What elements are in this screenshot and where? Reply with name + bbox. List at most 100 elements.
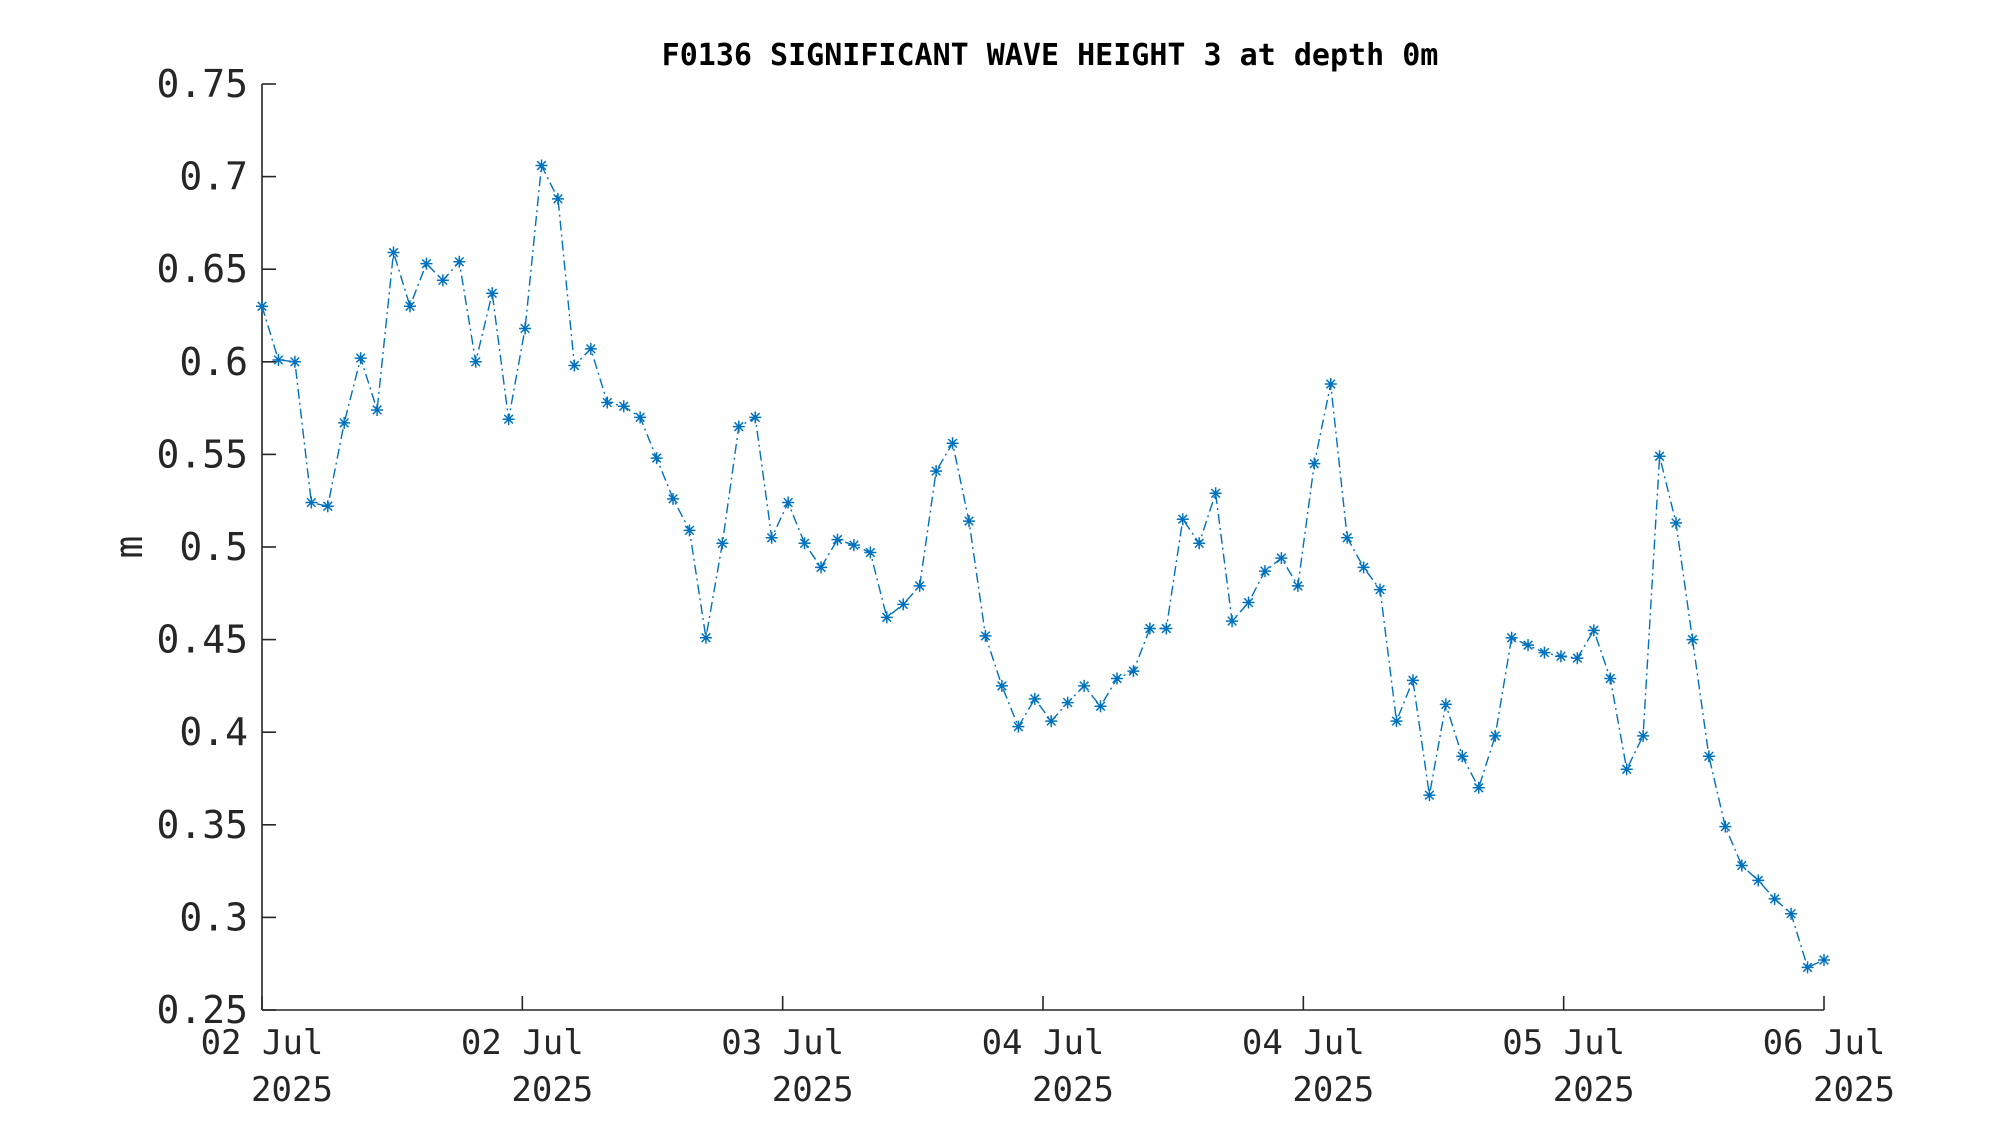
data-point-marker bbox=[1571, 652, 1584, 665]
data-point-marker bbox=[617, 400, 630, 413]
y-tick-label: 0.6 bbox=[179, 340, 248, 384]
data-point-marker bbox=[897, 598, 910, 611]
data-point-marker bbox=[1242, 596, 1255, 609]
data-point-marker bbox=[601, 396, 614, 409]
data-point-marker bbox=[946, 437, 959, 450]
data-point-marker bbox=[1193, 537, 1206, 550]
data-point-marker bbox=[453, 255, 466, 268]
data-point-marker bbox=[1308, 457, 1321, 470]
data-point-marker bbox=[1374, 583, 1387, 596]
data-point-marker bbox=[1637, 729, 1650, 742]
data-point-marker bbox=[1110, 672, 1123, 685]
data-point-marker bbox=[535, 159, 548, 172]
x-tick-label-date: 05 Jul bbox=[1502, 1023, 1625, 1063]
data-point-marker bbox=[930, 465, 943, 478]
y-tick-label: 0.7 bbox=[179, 155, 248, 199]
data-point-marker bbox=[782, 496, 795, 509]
data-point-marker bbox=[486, 287, 499, 300]
data-point-marker bbox=[584, 342, 597, 355]
data-point-marker bbox=[321, 500, 334, 513]
data-point-marker bbox=[963, 515, 976, 528]
data-point-marker bbox=[913, 579, 926, 592]
data-point-marker bbox=[1472, 781, 1485, 794]
data-point-marker bbox=[1357, 561, 1370, 574]
data-point-marker bbox=[338, 416, 351, 429]
data-point-marker bbox=[1702, 750, 1715, 763]
data-point-marker bbox=[765, 531, 778, 544]
x-tick-label-year: 2025 bbox=[1553, 1070, 1635, 1110]
data-point-marker bbox=[1686, 633, 1699, 646]
x-tick-label-date: 06 Jul bbox=[1763, 1023, 1886, 1063]
data-point-marker bbox=[1505, 631, 1518, 644]
data-point-marker bbox=[1653, 450, 1666, 463]
data-point-marker bbox=[1209, 487, 1222, 500]
x-ticks: 02 Jul 2025 02 Jul 2025 03 Jul 2025 04 Jul 2025… bbox=[201, 996, 1895, 1110]
data-point-marker bbox=[568, 359, 581, 372]
data-point-marker bbox=[1522, 639, 1535, 652]
data-point-marker bbox=[815, 561, 828, 574]
data-point-marker bbox=[272, 353, 285, 366]
data-point-marker bbox=[716, 537, 729, 550]
data-point-marker bbox=[1061, 696, 1074, 709]
data-point-marker bbox=[1719, 820, 1732, 833]
data-point-marker bbox=[1752, 874, 1765, 887]
data-point-marker bbox=[1768, 892, 1781, 905]
data-point-marker bbox=[551, 192, 564, 205]
data-point-marker bbox=[1045, 715, 1058, 728]
data-point-marker bbox=[1012, 720, 1025, 733]
data-point-marker bbox=[519, 322, 532, 335]
data-point-marker bbox=[1620, 763, 1633, 776]
data-point-marker bbox=[1801, 961, 1814, 974]
data-point-marker bbox=[256, 300, 268, 313]
series-markers bbox=[256, 159, 1830, 974]
data-point-marker bbox=[1406, 674, 1419, 687]
data-point-marker bbox=[1538, 646, 1551, 659]
data-point-marker bbox=[1423, 789, 1436, 802]
data-point-marker bbox=[1554, 650, 1567, 663]
y-tick-label: 0.3 bbox=[179, 895, 248, 939]
data-point-marker bbox=[1028, 692, 1041, 705]
plot-area bbox=[261, 84, 1824, 1011]
x-tick-label-date: 03 Jul bbox=[721, 1023, 844, 1063]
data-point-marker bbox=[1078, 679, 1091, 692]
data-point-marker bbox=[634, 411, 647, 424]
data-point-marker bbox=[387, 246, 400, 259]
data-point-marker bbox=[502, 413, 515, 426]
y-tick-label: 0.25 bbox=[156, 988, 248, 1032]
data-point-marker bbox=[1160, 622, 1173, 635]
data-point-marker bbox=[1604, 672, 1617, 685]
data-point-marker bbox=[436, 274, 449, 287]
x-tick-label-year: 2025 bbox=[772, 1070, 854, 1110]
data-point-marker bbox=[650, 452, 663, 465]
data-point-marker bbox=[288, 355, 301, 368]
data-point-marker bbox=[469, 355, 482, 368]
x-tick-label-date: 02 Jul bbox=[201, 1023, 324, 1063]
data-point-marker bbox=[683, 524, 696, 537]
data-point-marker bbox=[699, 631, 712, 644]
data-point-marker bbox=[1670, 516, 1683, 529]
data-point-marker bbox=[1818, 953, 1830, 966]
data-point-marker bbox=[354, 352, 367, 365]
data-point-marker bbox=[979, 629, 992, 642]
x-tick-label-date: 04 Jul bbox=[982, 1023, 1105, 1063]
x-tick-label-year: 2025 bbox=[251, 1070, 333, 1110]
y-tick-label: 0.65 bbox=[156, 247, 248, 291]
data-point-marker bbox=[1341, 531, 1354, 544]
x-tick-label-year: 2025 bbox=[1813, 1070, 1895, 1110]
data-point-marker bbox=[1176, 513, 1189, 526]
x-tick-label-date: 02 Jul bbox=[461, 1023, 584, 1063]
data-point-marker bbox=[1785, 907, 1798, 920]
data-point-marker bbox=[847, 539, 860, 552]
data-point-marker bbox=[749, 411, 762, 424]
data-point-marker bbox=[1226, 615, 1239, 628]
chart-title: F0136 SIGNIFICANT WAVE HEIGHT 3 at depth… bbox=[662, 38, 1439, 73]
x-tick-label-date: 04 Jul bbox=[1242, 1023, 1365, 1063]
data-point-marker bbox=[1127, 665, 1140, 678]
data-point-marker bbox=[1489, 729, 1502, 742]
data-point-marker bbox=[995, 679, 1008, 692]
data-point-marker bbox=[1439, 698, 1452, 711]
data-point-marker bbox=[1143, 622, 1156, 635]
y-axis-label: m bbox=[107, 536, 151, 559]
data-point-marker bbox=[420, 257, 433, 270]
data-point-marker bbox=[1275, 552, 1288, 565]
